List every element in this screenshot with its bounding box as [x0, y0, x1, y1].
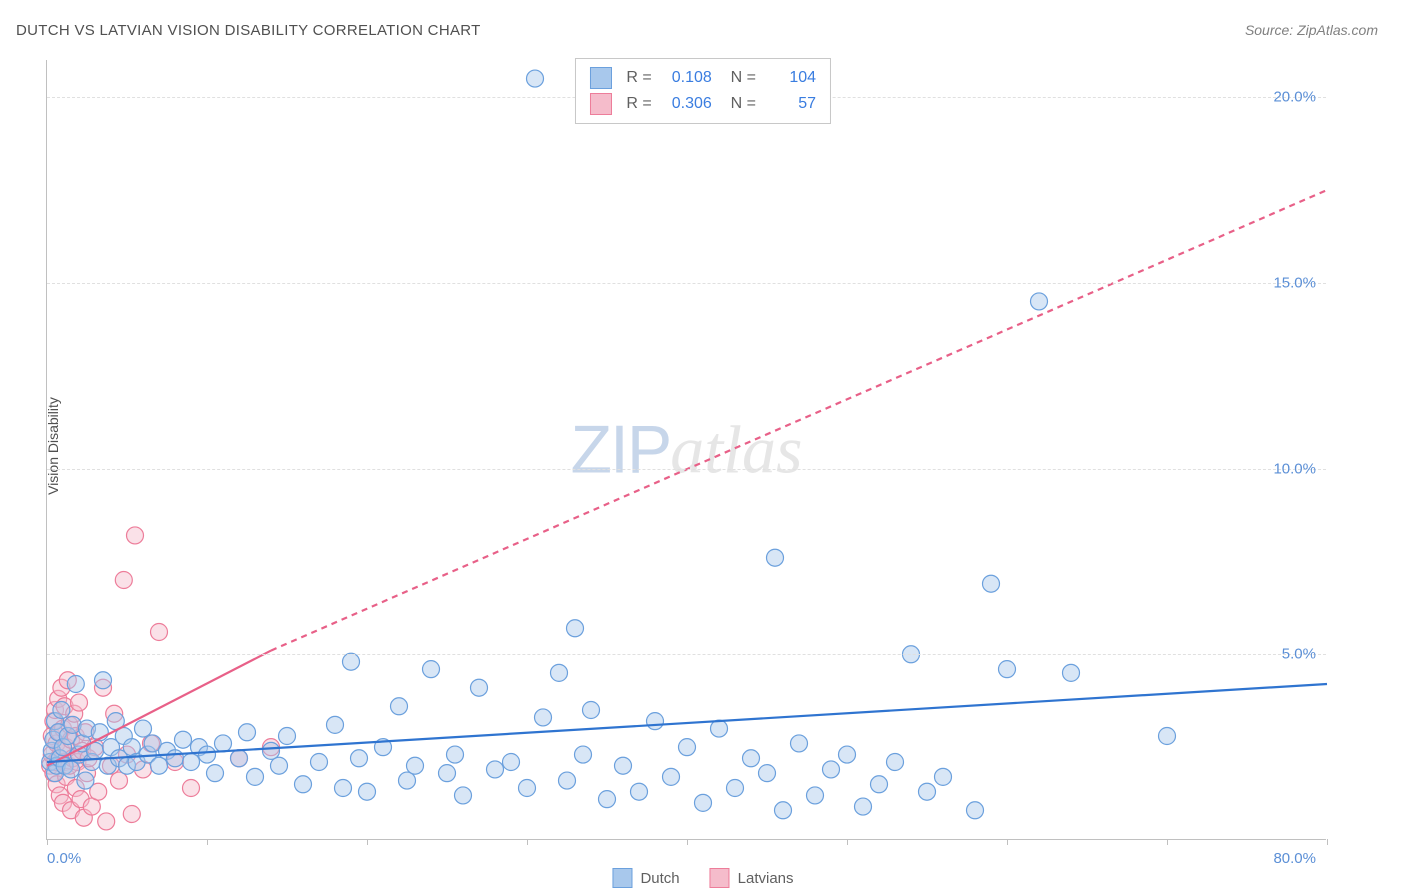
x-min-label: 0.0% — [47, 850, 81, 867]
plot-area: ZIPatlas 0.0% 80.0% 5.0%10.0%15.0%20.0% — [46, 60, 1326, 840]
n-value-latvians: 57 — [766, 95, 816, 113]
legend-swatch-latvians — [590, 93, 612, 115]
legend-swatch-icon — [710, 868, 730, 888]
legend-swatch-icon — [612, 868, 632, 888]
x-tick — [367, 839, 368, 845]
legend-item-latvians: Latvians — [710, 868, 794, 888]
chart-container: DUTCH VS LATVIAN VISION DISABILITY CORRE… — [0, 0, 1406, 892]
x-tick — [1007, 839, 1008, 845]
x-tick — [47, 839, 48, 845]
plot-svg — [47, 60, 1326, 839]
gridline — [47, 469, 1326, 470]
gridline — [47, 283, 1326, 284]
x-tick — [1327, 839, 1328, 845]
legend-label: Latvians — [738, 870, 794, 887]
legend-row-latvians: R = 0.306 N = 57 — [590, 91, 816, 117]
x-tick — [847, 839, 848, 845]
series-legend: Dutch Latvians — [612, 868, 793, 888]
chart-title: DUTCH VS LATVIAN VISION DISABILITY CORRE… — [16, 22, 481, 39]
legend-swatch-dutch — [590, 67, 612, 89]
x-tick — [527, 839, 528, 845]
legend-row-dutch: R = 0.108 N = 104 — [590, 65, 816, 91]
y-tick-label: 10.0% — [1273, 460, 1316, 477]
chart-source: Source: ZipAtlas.com — [1245, 22, 1378, 38]
x-tick — [1167, 839, 1168, 845]
y-tick-label: 20.0% — [1273, 89, 1316, 106]
gridline — [47, 654, 1326, 655]
x-tick — [207, 839, 208, 845]
n-value-dutch: 104 — [766, 69, 816, 87]
r-value-latvians: 0.306 — [662, 95, 712, 113]
x-max-label: 80.0% — [1273, 850, 1316, 867]
y-tick-label: 15.0% — [1273, 274, 1316, 291]
x-tick — [687, 839, 688, 845]
correlation-legend: R = 0.108 N = 104 R = 0.306 N = 57 — [575, 58, 831, 124]
r-value-dutch: 0.108 — [662, 69, 712, 87]
y-tick-label: 5.0% — [1282, 646, 1316, 663]
legend-item-dutch: Dutch — [612, 868, 679, 888]
legend-label: Dutch — [640, 870, 679, 887]
